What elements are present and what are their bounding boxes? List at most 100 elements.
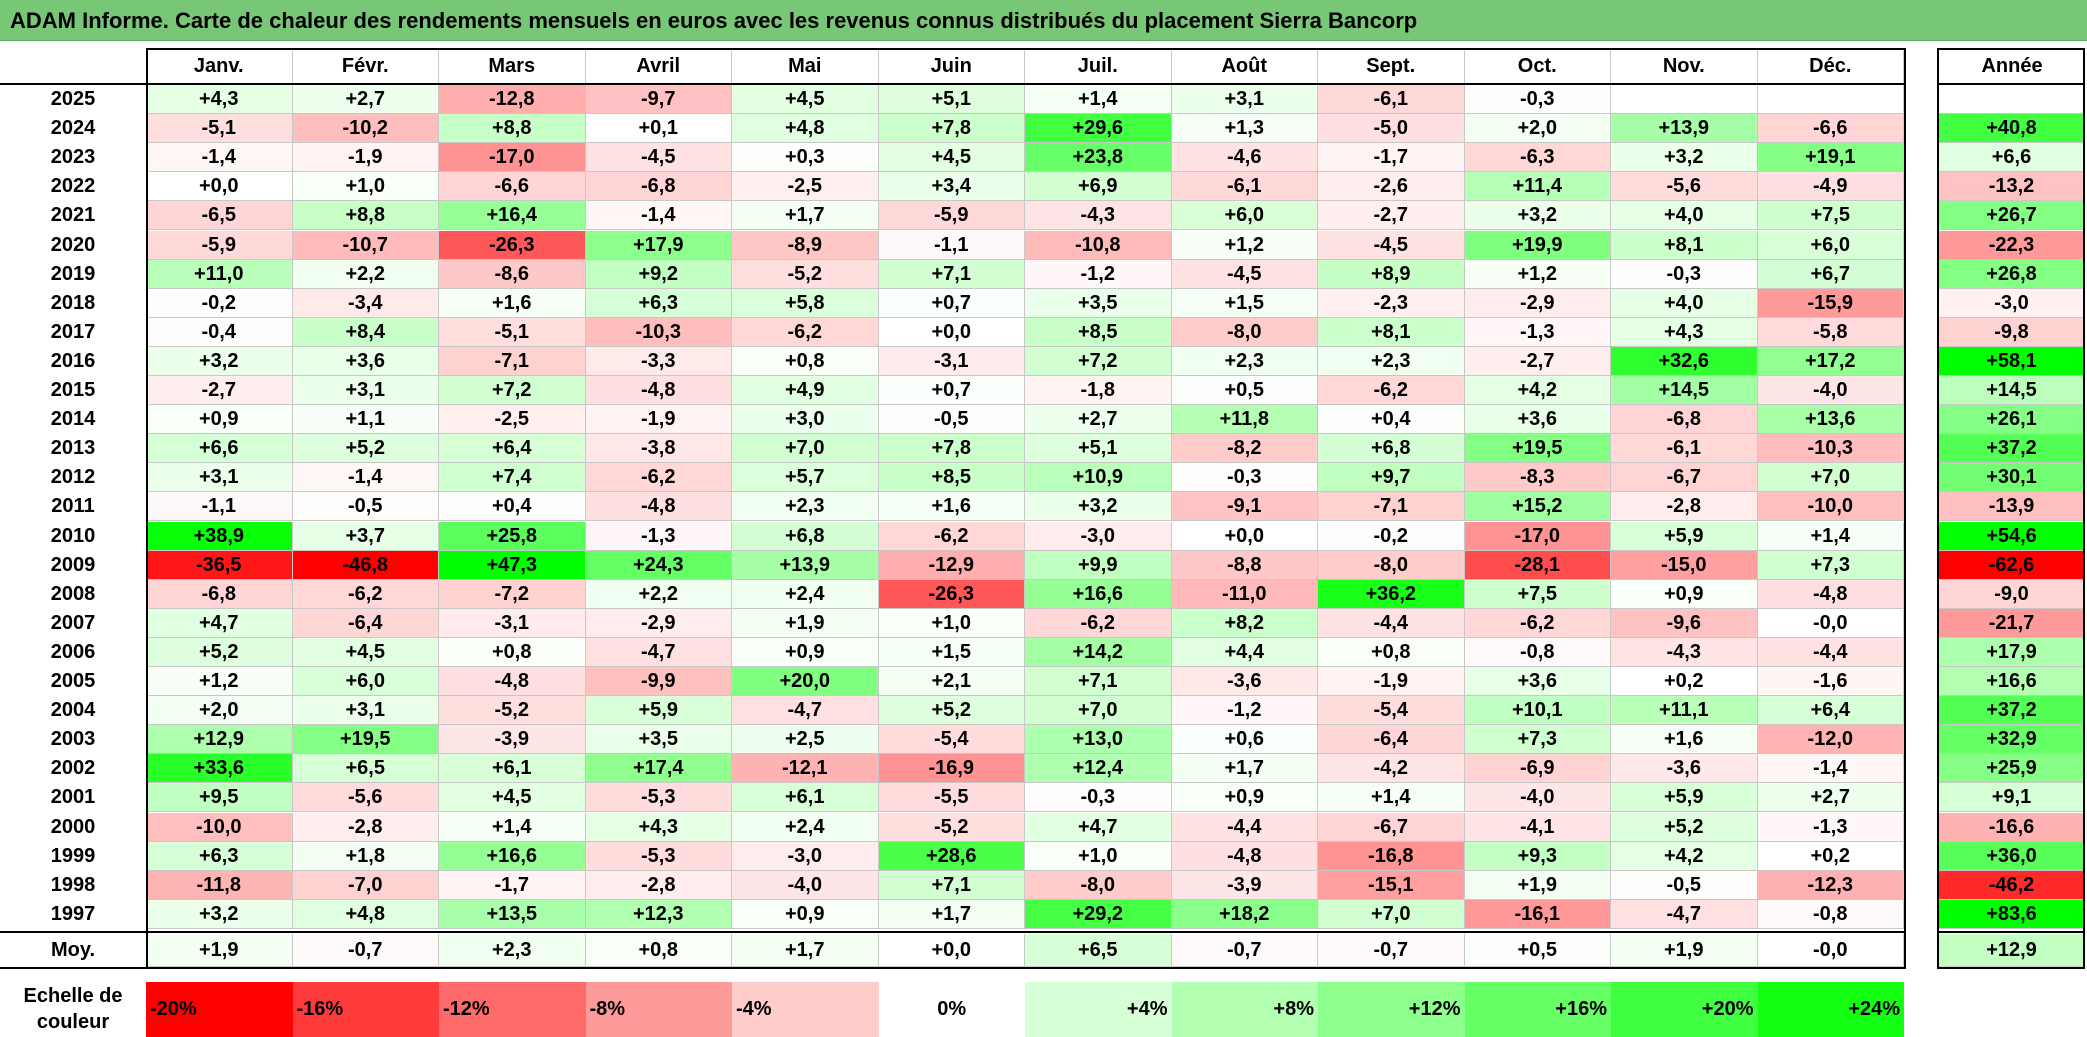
- heatmap-cell: +2,2: [292, 259, 439, 289]
- heatmap-cell: -0,0: [1757, 608, 1904, 638]
- annual-cell: +83,6: [1939, 899, 2085, 929]
- heatmap-cell: -3,3: [585, 346, 732, 376]
- heatmap-cell: +11,0: [146, 259, 293, 289]
- heatmap-cell: +28,6: [878, 841, 1025, 871]
- heatmap-cell: -5,2: [878, 812, 1025, 842]
- heatmap-cell: -10,7: [292, 230, 439, 260]
- heatmap-cell: +5,1: [1025, 434, 1172, 464]
- heatmap-cell: +1,6: [878, 492, 1025, 522]
- heatmap-cell: +3,1: [1171, 85, 1318, 115]
- heatmap-cell: +29,6: [1025, 114, 1172, 144]
- heatmap-cell: +0,8: [1318, 637, 1465, 667]
- heatmap-cell: -4,8: [439, 667, 586, 697]
- average-cell: +0,0: [878, 933, 1025, 967]
- average-cell: +1,9: [1611, 933, 1758, 967]
- row-year-label: 2004: [50, 699, 96, 722]
- heatmap-cell: -2,9: [585, 608, 732, 638]
- heatmap-cell: +6,4: [1757, 696, 1904, 726]
- heatmap-cell: +6,8: [732, 521, 879, 551]
- average-cell: +0,8: [585, 933, 732, 967]
- heatmap-cell: -5,2: [439, 696, 586, 726]
- heatmap-cell: -0,2: [1318, 521, 1465, 551]
- heatmap-cell: +3,1: [292, 376, 439, 406]
- heatmap-cell: +5,1: [878, 85, 1025, 115]
- column-header: Août: [1172, 50, 1318, 83]
- heatmap-cell: +0,9: [732, 899, 879, 929]
- row-year-label: 2000: [50, 815, 96, 838]
- annual-cell: +58,1: [1939, 346, 2085, 376]
- annual-cell: +26,8: [1939, 259, 2085, 289]
- row-year-label: 2023: [50, 146, 96, 169]
- heatmap-cell: +3,1: [292, 696, 439, 726]
- heatmap-cell: -1,9: [1318, 667, 1465, 697]
- heatmap-cell: -2,7: [146, 376, 293, 406]
- heatmap-cell: +8,5: [1025, 317, 1172, 347]
- heatmap-cell: -6,6: [439, 172, 586, 202]
- heatmap-cell: -9,7: [585, 85, 732, 115]
- heatmap-cell: -4,1: [1464, 812, 1611, 842]
- heatmap-cell: +3,2: [1611, 143, 1758, 173]
- heatmap-cell: +9,2: [585, 259, 732, 289]
- heatmap-cell: +5,7: [732, 463, 879, 493]
- heatmap-cell: +9,5: [146, 783, 293, 813]
- heatmap-cell: +6,3: [585, 288, 732, 318]
- heatmap-cell: -7,1: [439, 346, 586, 376]
- heatmap-cell: -6,1: [1611, 434, 1758, 464]
- heatmap-cell: +9,7: [1318, 463, 1465, 493]
- heatmap-cell: -5,9: [878, 201, 1025, 231]
- heatmap-cell: +11,4: [1464, 172, 1611, 202]
- heatmap-cell: -1,3: [585, 521, 732, 551]
- heatmap-cell: +3,2: [1464, 201, 1611, 231]
- heatmap-cell: -4,8: [1171, 841, 1318, 871]
- heatmap-cell: -6,1: [1318, 85, 1465, 115]
- average-cell: -0,7: [292, 933, 439, 967]
- heatmap-cell: +0,7: [878, 376, 1025, 406]
- heatmap-cell: +4,2: [1611, 841, 1758, 871]
- heatmap-cell: +1,2: [1171, 230, 1318, 260]
- heatmap-cell: -12,0: [1757, 725, 1904, 755]
- heatmap-cell: +19,5: [1464, 434, 1611, 464]
- column-header: Janv.: [146, 50, 293, 83]
- heatmap-cell: +7,2: [439, 376, 586, 406]
- heatmap-cell: +2,7: [292, 85, 439, 115]
- heatmap-cell: +4,2: [1464, 376, 1611, 406]
- heatmap-cell: +1,2: [1464, 259, 1611, 289]
- heatmap-cell: +10,1: [1464, 696, 1611, 726]
- heatmap-cell: +0,9: [146, 405, 293, 435]
- heatmap-cell: -17,0: [1464, 521, 1611, 551]
- heatmap-cell: +5,9: [585, 696, 732, 726]
- heatmap-cell: +17,2: [1757, 346, 1904, 376]
- heatmap-cell: -6,7: [1611, 463, 1758, 493]
- heatmap-cell: -6,8: [146, 579, 293, 609]
- heatmap-cell: +18,2: [1171, 899, 1318, 929]
- heatmap-cell: +4,8: [732, 114, 879, 144]
- heatmap-cell: +0,4: [1318, 405, 1465, 435]
- heatmap-cell: -6,5: [146, 201, 293, 231]
- row-year-label: 2014: [50, 408, 96, 431]
- heatmap-cell: +12,9: [146, 725, 293, 755]
- heatmap-cell: +8,5: [878, 463, 1025, 493]
- column-header: Nov.: [1611, 50, 1758, 83]
- heatmap-cell: -5,3: [585, 841, 732, 871]
- heatmap-cell: -5,6: [292, 783, 439, 813]
- heatmap-cell: +23,8: [1025, 143, 1172, 173]
- heatmap-cell: +0,3: [732, 143, 879, 173]
- heatmap-cell: +4,3: [146, 85, 293, 115]
- heatmap-cell: -0,5: [292, 492, 439, 522]
- heatmap-cell: -0,5: [1611, 870, 1758, 900]
- average-cell: +0,5: [1464, 933, 1611, 967]
- heatmap-cell: +3,2: [146, 899, 293, 929]
- annual-cell: +25,9: [1939, 754, 2085, 784]
- heatmap-cell: +32,6: [1611, 346, 1758, 376]
- average-cell: -0,7: [1171, 933, 1318, 967]
- row-year-label: 2024: [50, 117, 96, 140]
- heatmap-cell: -6,3: [1464, 143, 1611, 173]
- heatmap-cell: +0,9: [1171, 783, 1318, 813]
- heatmap-cell: +5,9: [1611, 783, 1758, 813]
- annual-cell: +9,1: [1939, 783, 2085, 813]
- heatmap-cell: +6,7: [1757, 259, 1904, 289]
- heatmap-cell: -4,2: [1318, 754, 1465, 784]
- heatmap-cell: -6,2: [1025, 608, 1172, 638]
- heatmap-cell: -1,3: [1464, 317, 1611, 347]
- heatmap-cell: +1,7: [1171, 754, 1318, 784]
